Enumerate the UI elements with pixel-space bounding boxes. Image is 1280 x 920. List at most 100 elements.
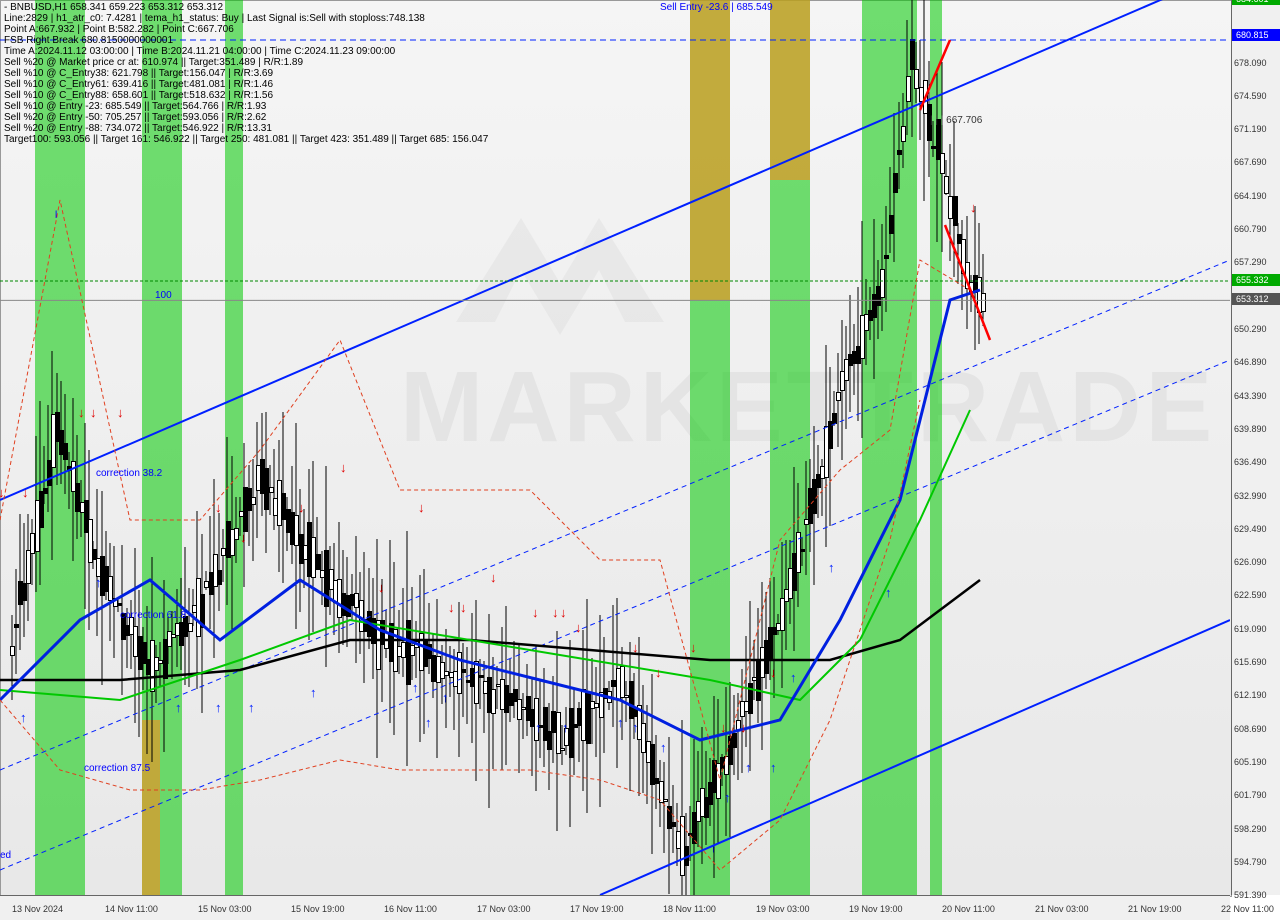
candle bbox=[780, 542, 783, 688]
candle bbox=[901, 93, 904, 167]
chart-annotation: Sell Entry -23.6 | 685.549 bbox=[660, 2, 773, 13]
candle bbox=[836, 353, 839, 447]
candle bbox=[346, 557, 349, 647]
candle bbox=[47, 405, 50, 512]
candle bbox=[414, 621, 417, 678]
candle bbox=[363, 552, 366, 683]
candle bbox=[914, 42, 917, 104]
candle bbox=[732, 695, 735, 775]
candle bbox=[573, 688, 576, 775]
chart-annotation: l bbox=[55, 210, 57, 221]
arrow-down-icon: ↓ bbox=[78, 405, 85, 420]
y-tick: 643.390 bbox=[1230, 391, 1278, 401]
candle bbox=[663, 762, 666, 853]
arrow-up-icon: ↑ bbox=[745, 760, 752, 775]
candle bbox=[376, 539, 379, 759]
x-tick: 15 Nov 19:00 bbox=[291, 904, 345, 914]
candle bbox=[294, 423, 297, 629]
candle bbox=[581, 630, 584, 791]
candle bbox=[864, 279, 867, 365]
candle bbox=[474, 600, 477, 782]
arrow-down-icon: ↓ bbox=[22, 485, 29, 500]
candle bbox=[192, 589, 195, 625]
candle bbox=[748, 601, 751, 771]
candle bbox=[320, 551, 323, 605]
candle bbox=[154, 645, 157, 703]
y-tick: 636.490 bbox=[1230, 457, 1278, 467]
candle bbox=[684, 813, 687, 895]
candle bbox=[354, 536, 357, 663]
chart-annotation: correction 61.8 bbox=[120, 610, 186, 621]
x-tick: 16 Nov 11:00 bbox=[384, 904, 437, 914]
candle bbox=[371, 578, 374, 680]
candle bbox=[832, 391, 835, 425]
candle bbox=[108, 543, 111, 641]
arrow-up-icon: ↑ bbox=[770, 760, 777, 775]
candle bbox=[940, 62, 943, 252]
candle bbox=[397, 610, 400, 674]
candle bbox=[650, 674, 653, 854]
candle bbox=[808, 459, 811, 553]
candle bbox=[22, 523, 25, 637]
candle bbox=[146, 606, 149, 754]
candle bbox=[14, 569, 17, 674]
candle bbox=[329, 546, 332, 614]
candle bbox=[611, 605, 614, 727]
candle bbox=[290, 466, 293, 564]
candle bbox=[311, 461, 314, 633]
info-line: Time A:2024.11.12 03:00:00 | Time B:2024… bbox=[4, 46, 395, 57]
orange-zone bbox=[770, 0, 810, 180]
candle bbox=[728, 682, 731, 837]
candle bbox=[796, 483, 799, 607]
info-line: Sell %10 @ C_Entry38: 621.798 || Target:… bbox=[4, 68, 273, 79]
green-zone bbox=[862, 0, 917, 895]
candle bbox=[55, 373, 58, 485]
candle bbox=[784, 540, 787, 650]
y-tick: 667.690 bbox=[1230, 157, 1278, 167]
arrow-up-icon: ↑ bbox=[885, 585, 892, 600]
candle bbox=[936, 69, 939, 241]
arrow-down-icon: ↓ bbox=[298, 500, 305, 515]
arrow-down-icon: ↓ bbox=[490, 570, 497, 585]
candle bbox=[716, 699, 719, 843]
candle bbox=[586, 599, 589, 813]
chart-annotation: ed bbox=[0, 850, 11, 861]
arrow-down-icon: ↓ bbox=[632, 640, 639, 655]
candle bbox=[423, 569, 426, 734]
candle bbox=[406, 531, 409, 766]
candle bbox=[80, 480, 83, 537]
price-label: 680.815 bbox=[1232, 29, 1280, 41]
arrow-up-icon: ↑ bbox=[632, 720, 639, 735]
arrow-down-icon: ↓ bbox=[340, 460, 347, 475]
candle bbox=[217, 513, 220, 611]
candle bbox=[659, 760, 662, 827]
candle bbox=[167, 616, 170, 664]
chart-annotation: correction 87.5 bbox=[84, 763, 150, 774]
candle bbox=[944, 160, 947, 194]
candle bbox=[410, 587, 413, 680]
candle bbox=[764, 592, 767, 688]
candle bbox=[517, 645, 520, 773]
candle bbox=[200, 534, 203, 713]
price-label: 653.312 bbox=[1232, 293, 1280, 305]
arrow-up-icon: ↑ bbox=[710, 840, 717, 855]
candle bbox=[534, 645, 537, 791]
candle bbox=[453, 649, 456, 730]
candle bbox=[736, 693, 739, 780]
candle bbox=[551, 676, 554, 763]
candle bbox=[39, 401, 42, 584]
candle bbox=[436, 599, 439, 758]
arrow-down-icon: ↓ bbox=[0, 485, 5, 500]
candle bbox=[590, 658, 593, 743]
candle bbox=[251, 459, 254, 560]
arrow-down-icon: ↓ bbox=[560, 605, 567, 620]
candle bbox=[539, 679, 542, 759]
info-line: Sell %10 @ C_Entry88: 658.601 || Target:… bbox=[4, 90, 273, 101]
candle bbox=[876, 260, 879, 339]
info-line: Point A:667.932 | Point B:582.282 | Poin… bbox=[4, 24, 234, 35]
candle bbox=[792, 467, 795, 651]
arrow-up-icon: ↑ bbox=[425, 715, 432, 730]
candle bbox=[461, 643, 464, 717]
candle bbox=[910, 0, 913, 137]
arrow-down-icon: ↓ bbox=[460, 600, 467, 615]
